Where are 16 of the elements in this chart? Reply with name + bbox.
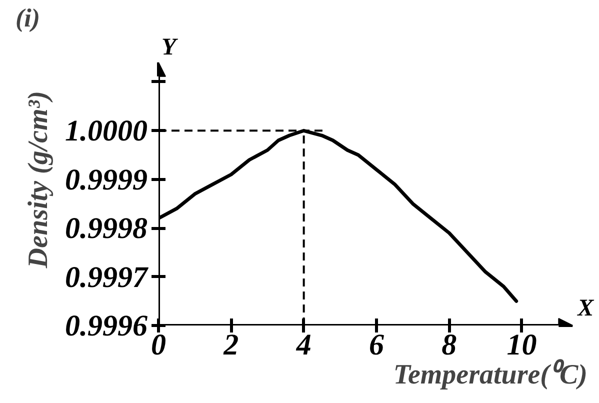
x-tick-label: 6 [368,328,384,362]
y-tick-label: 0.9998 [65,212,148,246]
text: Y [162,34,178,60]
x-tick-label: 10 [506,328,537,362]
x-axis-title: Temperature(⁰C) [393,358,588,390]
x-tick-label: 8 [442,328,457,362]
x-tick-label: 2 [222,328,239,362]
chart-title: (i) [16,4,40,32]
y-tick-label: 0.9997 [65,260,148,294]
x-tick-label: 0 [151,328,166,362]
y-tick-label: 0.9996 [65,310,148,342]
text: X [576,296,595,322]
y-axis-title: Density (g/cm³) [23,90,54,270]
y-tick-label: 1.0000 [65,114,148,148]
x-tick-label: 4 [295,328,312,362]
y-tick-label: 0.9999 [65,163,148,196]
